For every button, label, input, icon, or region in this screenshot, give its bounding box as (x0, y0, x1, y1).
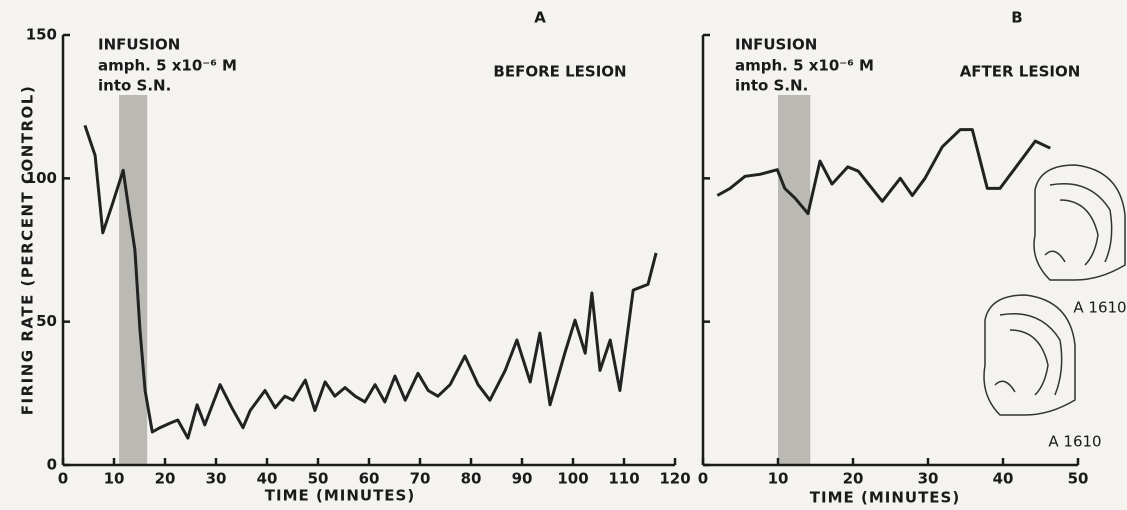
y-axis-label: FIRING RATE (PERCENT CONTROL) (19, 85, 37, 415)
y-tick-label: 50 (36, 312, 57, 330)
panel-label: A (534, 9, 546, 27)
x-tick-label: 90 (512, 470, 533, 488)
x-tick-label: 120 (659, 470, 690, 488)
x-axis-label: TIME (MINUTES) (265, 487, 415, 505)
infusion-label: INFUSION (98, 36, 180, 54)
x-tick-label: 110 (608, 470, 639, 488)
infusion-site: into S.N. (735, 77, 808, 95)
x-tick-label: 10 (768, 470, 789, 488)
chart-title: AFTER LESION (960, 63, 1081, 81)
x-tick-label: 30 (918, 470, 939, 488)
x-tick-label: 60 (359, 470, 380, 488)
infusion-label: INFUSION (735, 36, 817, 54)
y-tick-label: 150 (26, 26, 57, 44)
panel-label: B (1011, 9, 1022, 27)
section-label: A 1610 (1073, 299, 1126, 317)
chart-title: BEFORE LESION (493, 63, 626, 81)
x-tick-label: 40 (993, 470, 1014, 488)
infusion-band (778, 95, 811, 465)
x-tick-label: 100 (557, 470, 588, 488)
x-tick-label: 10 (104, 470, 125, 488)
x-tick-label: 0 (698, 470, 708, 488)
x-tick-label: 50 (308, 470, 329, 488)
infusion-dose: amph. 5 x10⁻⁶ M (98, 57, 237, 75)
x-tick-label: 80 (461, 470, 482, 488)
infusion-site: into S.N. (98, 77, 171, 95)
y-tick-label: 0 (47, 456, 57, 474)
brain-section-1 (1033, 164, 1126, 281)
infusion-dose: amph. 5 x10⁻⁶ M (735, 57, 874, 75)
x-tick-label: 70 (410, 470, 431, 488)
y-tick-label: 100 (26, 169, 57, 187)
section-label: A 1610 (1048, 433, 1101, 451)
x-tick-label: 20 (155, 470, 176, 488)
x-tick-label: 0 (58, 470, 68, 488)
x-tick-label: 20 (843, 470, 864, 488)
brain-section-2 (983, 294, 1076, 416)
data-line (716, 128, 1051, 216)
data-line (83, 124, 658, 440)
x-tick-label: 30 (206, 470, 227, 488)
infusion-band (119, 95, 148, 465)
x-tick-label: 50 (1068, 470, 1089, 488)
x-axis-label: TIME (MINUTES) (810, 489, 960, 507)
x-tick-label: 40 (257, 470, 278, 488)
